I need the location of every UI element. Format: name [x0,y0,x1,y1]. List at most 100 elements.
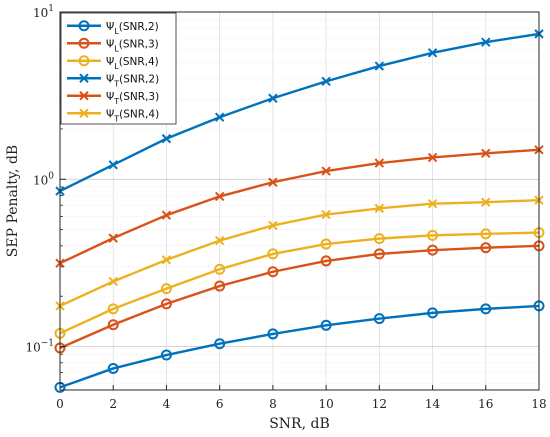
legend-marker [79,108,89,118]
legend-entry: ΨL(SNR,2) [67,20,159,36]
y-tick-label: 101 [33,4,54,20]
y-axis-label: SEP Penalty, dB [5,145,21,257]
legend-subscript: T [113,79,119,88]
y-tick-exponent: 0 [48,171,54,181]
data-point [107,319,119,331]
data-point [161,210,172,220]
x-tick-label: 18 [531,397,546,411]
legend-symbol: Ψ [106,91,114,103]
legend-args: (SNR,3) [119,91,159,103]
y-tick-base: 10 [33,173,48,187]
data-point [108,233,118,243]
legend-args: (SNR,3) [119,38,159,50]
legend-label: ΨT(SNR,3) [106,91,159,106]
legend-label: ΨL(SNR,3) [106,38,159,53]
data-point [373,248,385,260]
x-tick-label: 8 [269,397,277,411]
data-point [320,255,332,267]
x-tick-label: 2 [109,397,117,411]
x-tick-label: 0 [56,397,64,411]
data-point [373,313,385,325]
legend-symbol: Ψ [106,21,114,33]
legend-entry: ΨT(SNR,3) [67,91,159,106]
data-point [374,158,385,168]
data-point [268,177,278,187]
data-point [267,328,279,340]
legend-subscript: L [114,44,119,53]
data-point [427,307,439,319]
y-tick-base: 10 [25,341,40,355]
legend-label: ΨL(SNR,2) [106,21,159,36]
data-point [321,209,331,220]
data-point [321,166,331,176]
y-tick-exponent: 1 [48,4,54,14]
series-layer [54,29,545,393]
legend-symbol: Ψ [106,56,114,68]
legend-entry: ΨT(SNR,4) [67,108,159,123]
data-point [160,349,172,361]
data-point [214,235,225,246]
legend-symbol: Ψ [106,38,114,50]
data-point [214,280,226,292]
data-point [427,198,438,209]
data-point [214,191,225,202]
x-tick-label: 6 [216,397,224,411]
y-tick-label: 100 [33,171,54,187]
legend-symbol: Ψ [106,73,114,85]
data-point [160,298,172,310]
data-point [373,233,385,245]
x-tick-label: 4 [163,397,171,411]
data-point [107,303,119,315]
legend-label: ΨL(SNR,4) [106,56,159,71]
series-2 [54,240,545,354]
data-point [267,248,279,260]
plot-frame [59,11,540,391]
legend-subscript: T [113,114,119,123]
data-point [480,242,492,254]
data-point [481,37,491,47]
legend-subscript: T [113,97,119,106]
x-axis-label: SNR, dB [269,416,330,432]
series-line [59,32,540,193]
y-tick-label: 10−1 [25,339,54,355]
data-point [268,93,278,103]
data-point [214,263,226,275]
x-tick-label: 10 [318,397,333,411]
legend-label: ΨT(SNR,2) [106,73,159,88]
legend-marker [78,37,90,49]
legend-marker [79,73,89,83]
y-tick-exponent: −1 [41,339,54,349]
series-line [59,244,540,350]
y-tick-base: 10 [33,6,48,20]
data-point [161,133,172,144]
series-6 [55,195,544,311]
data-point [427,48,438,58]
data-point [214,338,226,350]
data-point [108,276,118,287]
data-point [108,160,118,170]
series-line [59,198,540,308]
legend-entry: ΨT(SNR,2) [67,73,159,88]
data-point [374,203,385,214]
legend-args: (SNR,2) [119,21,159,33]
legend-entry: ΨL(SNR,4) [67,55,159,71]
data-point [374,61,385,71]
data-point [320,319,332,331]
series-line [59,148,540,265]
series-line [59,304,540,389]
legend-symbol: Ψ [106,108,114,120]
data-point [268,220,278,231]
legend-subscript: L [114,27,119,36]
data-point [214,112,225,122]
data-point [267,266,279,278]
data-point [107,362,119,374]
legend-args: (SNR,4) [119,108,159,120]
x-tick-label: 16 [478,397,493,411]
legend-box [60,12,177,125]
data-point [427,152,438,163]
data-point [480,303,492,315]
legend-args: (SNR,2) [119,73,159,85]
series-line [59,231,540,335]
legend-args: (SNR,4) [119,56,159,68]
